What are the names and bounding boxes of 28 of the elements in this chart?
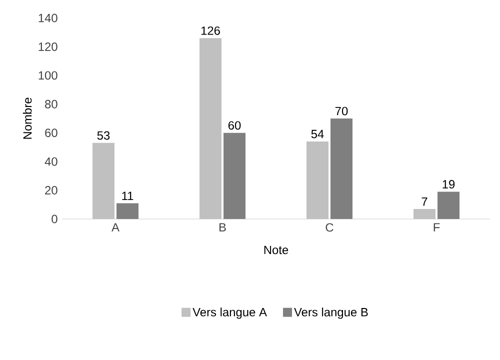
y-axis-title: Nombre [22,98,32,139]
y-tick-label: 140 [38,14,58,22]
y-tick-label: 80 [45,100,58,108]
x-tick-label: C [326,223,334,232]
data-label: 53 [97,131,110,140]
bar [330,118,352,219]
x-tick-label: B [220,223,226,232]
data-label: 54 [311,130,324,138]
x-tick-label: A [112,223,120,232]
data-label: 60 [228,121,241,130]
bar [116,203,138,219]
y-tick-label: 100 [38,71,58,80]
bar [438,192,460,219]
legend-label: Vers langue A [192,308,267,319]
legend-label: Vers langue B [294,308,368,319]
data-label: 11 [122,192,134,200]
data-label: 70 [335,106,348,116]
data-label: 126 [201,26,220,35]
y-tick-label: 0 [52,214,58,224]
y-tick-label: 20 [45,186,58,195]
y-tick-label: 40 [44,157,58,166]
x-tick-label: F [434,223,440,232]
y-tick-label: 60 [45,128,58,138]
x-axis-title: Note [264,246,288,254]
data-label: 7 [422,198,428,206]
y-tick-label: 120 [38,42,58,51]
data-label: 19 [442,180,455,189]
bar [224,132,246,219]
